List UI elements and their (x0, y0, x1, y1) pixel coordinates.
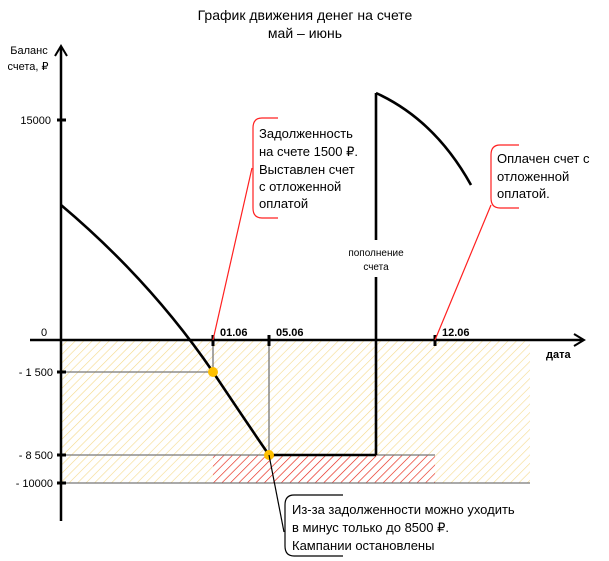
balance-curve-after-topup (375, 91, 473, 186)
chart-title-line1: График движения денег на счете (198, 7, 413, 23)
callout-line: отложенной (497, 169, 569, 184)
callout-line: оплатой. (497, 186, 550, 201)
topup-label-line1: пополнение (348, 248, 404, 259)
callout-line: с отложенной (259, 179, 341, 194)
callout-line: Выставлен счет (259, 162, 355, 177)
y-tick-label: - 10000 (16, 478, 53, 490)
callout-3-connector (268, 454, 285, 533)
topup-label-line2: счета (363, 262, 389, 273)
y-axis-label-line1: Баланс (10, 45, 48, 57)
chart-title-line2: май – июнь (268, 25, 342, 41)
balance-curve-decline (60, 204, 271, 456)
callout-2-text: Оплачен счет с отложенной оплатой. (497, 151, 590, 201)
callout-1-connector (212, 167, 253, 341)
callout-line: Оплачен счет с (497, 151, 590, 166)
callout-line: Из-за задолженности можно уходить (292, 502, 515, 517)
y-tick-label: - 8 500 (19, 450, 53, 462)
y-axis-arrow (54, 44, 68, 57)
callout-2-connector (434, 204, 492, 341)
y-tick-label: - 1 500 (19, 367, 53, 379)
x-tick-label: 01.06 (220, 327, 248, 339)
y-axis-label-line2: счета, ₽ (7, 61, 48, 73)
callout-1-text: Задолженность на счете 1500 ₽. Выставлен… (259, 126, 358, 211)
callout-line: на счете 1500 ₽. (259, 144, 358, 159)
callout-3-bracket (284, 494, 343, 557)
callout-line: Задолженность (259, 126, 353, 141)
callout-2-bracket (490, 144, 519, 209)
point-0106 (208, 367, 218, 377)
y-tick-label: 0 (41, 327, 47, 339)
x-axis-arrow (573, 333, 586, 347)
callout-3-text: Из-за задолженности можно уходить в мину… (292, 502, 515, 553)
x-tick-label: 12.06 (442, 327, 470, 339)
y-tick-label: 15000 (20, 115, 51, 127)
callout-line: в минус только до 8500 ₽. (292, 520, 449, 535)
callout-line: оплатой (259, 196, 308, 211)
x-tick-label: 05.06 (276, 327, 304, 339)
callout-line: Кампании остановлены (292, 538, 434, 553)
callout-1-bracket (252, 117, 278, 219)
blocked-zone-hatch (213, 455, 435, 483)
x-axis-label: дата (546, 349, 571, 361)
